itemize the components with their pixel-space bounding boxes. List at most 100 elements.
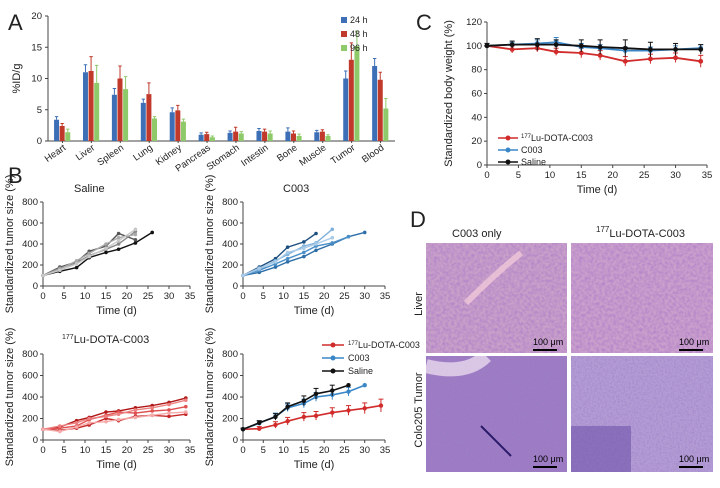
data-point xyxy=(167,402,171,407)
y-tick-label: 400 xyxy=(22,392,38,403)
data-point xyxy=(116,412,121,417)
data-point xyxy=(302,250,306,255)
y-tick-label: 800 xyxy=(222,349,238,360)
x-tick-label: 10 xyxy=(545,170,556,181)
data-point xyxy=(241,273,245,278)
y-tick-label: 800 xyxy=(22,197,38,208)
scale-liver-c003: 100 μm xyxy=(533,337,564,347)
data-point xyxy=(150,230,154,235)
title-saline: Saline xyxy=(74,183,105,195)
y-tick-label: 400 xyxy=(222,239,238,250)
x-tick-label: 10 xyxy=(80,291,91,302)
data-point xyxy=(257,426,262,431)
chart-tumor-saline: 0 200 400 600 800 0 5 10 15 20 25 30 35 Time (d) Stand… xyxy=(4,175,195,317)
data-point xyxy=(87,416,91,421)
x-tick-label: 20 xyxy=(122,445,133,456)
legend-swatch-48h xyxy=(341,31,347,37)
legend-label-96h: 96 h xyxy=(350,43,368,53)
bar xyxy=(146,94,152,141)
bar xyxy=(169,112,175,141)
data-point xyxy=(534,42,540,48)
x-tick-label: 20 xyxy=(319,291,330,302)
data-point xyxy=(273,414,278,420)
data-point xyxy=(133,227,138,232)
data-point xyxy=(273,260,278,264)
series-line xyxy=(42,231,153,277)
data-point xyxy=(74,421,79,425)
y-tick-label: 800 xyxy=(222,197,238,208)
micrograph-tumor-lu xyxy=(571,356,713,472)
data-point xyxy=(597,44,603,50)
bar xyxy=(290,133,296,141)
bar xyxy=(180,121,186,141)
data-point xyxy=(116,247,121,252)
data-point xyxy=(116,417,121,422)
bar xyxy=(348,59,354,141)
x-tick-label: Bone xyxy=(275,142,299,164)
data-point xyxy=(150,409,154,413)
series-line xyxy=(242,384,349,431)
series-line xyxy=(42,411,186,433)
x-tick-label: 15 xyxy=(101,291,112,302)
chart-tumor-lu: 0 200 400 600 800 0 5 10 15 20 25 30 35 Time (d) Stand… xyxy=(4,328,195,471)
bar xyxy=(82,72,88,141)
y-tick-label: 400 xyxy=(22,239,38,250)
data-point xyxy=(116,235,121,240)
data-point xyxy=(346,408,351,413)
bar xyxy=(65,132,71,141)
x-tick-label: Spleen xyxy=(95,142,126,168)
data-point xyxy=(509,42,515,48)
bar xyxy=(262,131,268,141)
data-point xyxy=(104,419,108,424)
bar xyxy=(140,102,146,141)
data-point xyxy=(133,241,138,245)
data-point xyxy=(41,427,45,432)
data-point xyxy=(346,234,351,239)
data-point xyxy=(150,413,154,418)
data-point xyxy=(597,52,603,58)
data-point xyxy=(648,47,653,52)
x-tick-label: 0 xyxy=(40,291,45,302)
title-lu: 177Lu-DOTA-C003 xyxy=(62,334,149,346)
legend-b4-saline: Saline xyxy=(348,366,373,376)
series-line xyxy=(242,236,349,277)
x-tick-label: 0 xyxy=(240,445,245,456)
data-point xyxy=(698,47,704,52)
chart-body-weight: 0 20 40 60 80 100 120 0 5 10 15 20 25 30 35 Time (d) Sta… xyxy=(443,17,712,196)
data-point xyxy=(167,408,171,412)
data-point xyxy=(87,421,91,425)
data-point xyxy=(104,410,108,414)
data-point xyxy=(58,429,62,434)
data-point xyxy=(673,55,678,61)
bar xyxy=(123,89,129,141)
bar xyxy=(209,137,215,141)
panel-label-c: C xyxy=(416,10,432,35)
legend-label-24h: 24 h xyxy=(350,15,368,25)
data-point xyxy=(74,265,79,270)
legend-b4-c003: C003 xyxy=(348,353,370,363)
y-tick-label: 0 xyxy=(33,435,38,446)
legend-label-48h: 48 h xyxy=(350,29,368,39)
data-point xyxy=(116,231,121,236)
data-point xyxy=(116,239,121,243)
data-point xyxy=(87,254,91,259)
y-axis-label: Standardized tumor size (%) xyxy=(4,328,16,467)
series-line xyxy=(486,44,701,63)
x-tick-label: 25 xyxy=(639,170,650,181)
series-line xyxy=(242,237,333,277)
data-point xyxy=(378,403,384,408)
bar xyxy=(285,131,291,141)
legend-c-c003: C003 xyxy=(521,145,543,155)
data-point xyxy=(167,411,171,415)
series-line xyxy=(42,406,186,430)
y-tick-label: 400 xyxy=(222,392,238,403)
data-point xyxy=(273,422,278,428)
bar xyxy=(238,133,244,141)
x-axis-label: Time (d) xyxy=(577,184,618,196)
legend-c-saline: Saline xyxy=(521,157,546,167)
data-point xyxy=(313,413,319,419)
y-axis-label: Standardized tumor size (%) xyxy=(4,175,16,314)
data-point xyxy=(362,406,367,411)
x-tick-label: Lung xyxy=(131,142,155,163)
